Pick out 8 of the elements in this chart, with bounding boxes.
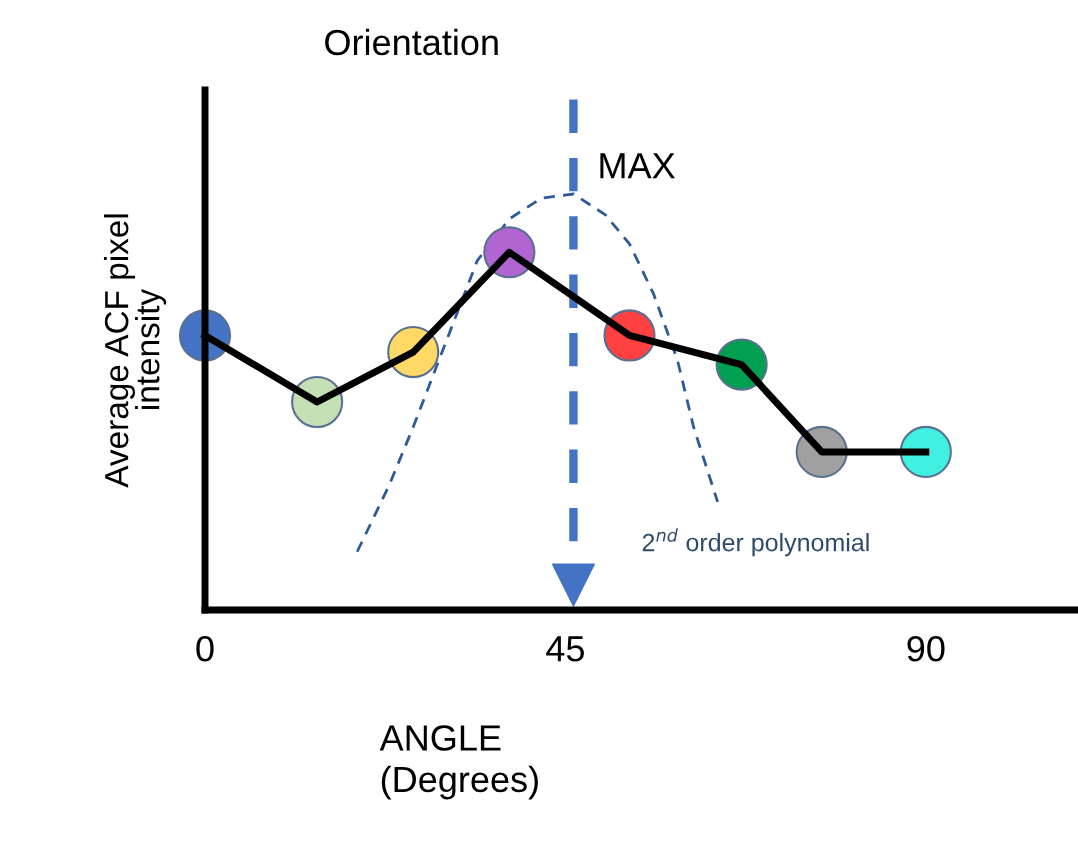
- x-tick-label: 90: [907, 635, 945, 662]
- ref-line-label: MAX: [600, 153, 675, 179]
- y-axis-title: Average ACF pixel intensity: [103, 214, 167, 488]
- x-tick-label: 45: [546, 636, 584, 662]
- x-tick-label: 0: [196, 635, 214, 662]
- annotation: 2$^{nd}$ order polynomial: [642, 528, 869, 557]
- x-axis-title: ANGLE (Degrees): [379, 725, 538, 800]
- chart-title: Orientation: [325, 28, 498, 56]
